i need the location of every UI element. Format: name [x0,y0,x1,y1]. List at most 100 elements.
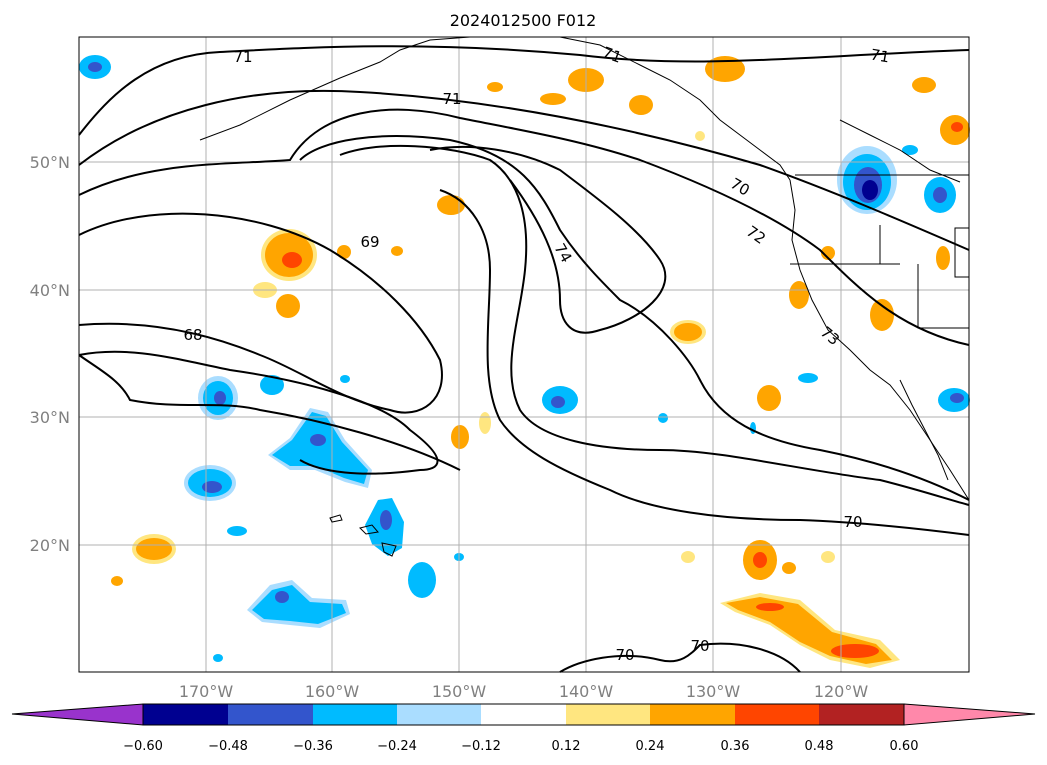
negative-anomaly-patch [902,145,918,155]
positive-anomaly-patch [821,246,835,260]
contour-line [559,642,801,673]
lon-label: 150°W [432,682,487,701]
positive-anomaly-patch [756,603,784,611]
contour-label: 68 [183,326,202,344]
lat-label: 50°N [30,153,70,172]
positive-anomaly-patch [487,82,503,92]
positive-anomaly-patch [629,95,653,115]
colorbar-segment [228,704,313,725]
positive-anomaly-patch [951,122,963,132]
colorbar-tick-label: 0.12 [552,739,581,754]
colorbar: −0.60 −0.48 −0.36 −0.24 −0.12 0.12 0.24 … [11,703,1036,754]
negative-anomaly-patch [252,585,346,624]
negative-anomaly-patch [340,375,350,383]
positive-anomaly-patch [782,562,796,574]
colorbar-segment [143,704,228,725]
hawaii-island [359,524,379,535]
negative-anomaly-patch [798,373,818,383]
colorbar-tick-label: −0.24 [377,739,417,754]
colorbar-segment [397,704,481,725]
colorbar-frame [142,703,905,726]
colorbar-segment [313,704,397,725]
contour-label: 70 [843,513,862,531]
lon-label: 130°W [686,682,741,701]
state-border [839,119,961,183]
alaska-panhandle-coastline [559,36,791,181]
negative-anomaly-patch [380,510,392,530]
contour-label: 71 [233,48,252,66]
negative-anomaly-patch [88,62,102,72]
contour-line [429,145,667,334]
negative-anomaly-patch [933,187,947,203]
colorbar-extend-high [903,703,1036,726]
contour-label: 71 [600,43,624,66]
negative-anomaly-patch [862,180,878,200]
positive-anomaly-patch [705,56,745,82]
lat-label: 20°N [30,536,70,555]
lat-label: 40°N [30,281,70,300]
colorbar-tick-label: −0.60 [123,739,163,754]
anomaly-shading [79,55,970,668]
lon-label: 140°W [559,682,614,701]
colorbar-tick-label: 0.48 [805,739,834,754]
negative-anomaly-patch [260,375,284,395]
negative-anomaly-patch [310,434,326,446]
contour-line [78,212,443,414]
negative-anomaly-patch [213,654,223,662]
hawaii-island [329,514,343,523]
graticule [79,37,969,672]
negative-anomaly-patch [214,391,226,405]
negative-anomaly-patch [950,393,964,403]
contour-line [78,350,439,475]
positive-anomaly-patch [337,245,351,259]
positive-anomaly-patch [111,576,123,586]
contour-line [78,108,970,346]
baja-california [899,379,949,481]
positive-anomaly-patch [437,195,465,215]
positive-anomaly-patch [695,131,705,141]
lon-label: 120°W [814,682,869,701]
contour-line [439,189,970,536]
positive-anomaly-patch [681,551,695,563]
contour-label: 71 [442,90,461,108]
negative-anomaly-patch [202,481,222,493]
colorbar-segment [735,704,819,725]
contour-label: 70 [615,646,634,664]
lat-label: 30°N [30,408,70,427]
colorbar-tick-label: 0.60 [890,739,919,754]
colorbar-tick-label: 0.24 [636,739,665,754]
longitude-labels: 170°W 160°W 150°W 140°W 130°W 120°W [179,682,869,701]
colorbar-segment [481,704,566,725]
alaska-coastline [199,36,471,141]
negative-anomaly-patch [272,412,368,484]
colorbar-tick-label: −0.48 [208,739,248,754]
positive-anomaly-patch [912,77,936,93]
colorbar-tick-label: −0.36 [293,739,333,754]
positive-anomaly-patch [821,551,835,563]
hawaii-island [381,542,397,557]
lon-label: 160°W [305,682,360,701]
contour-lines [78,45,970,673]
negative-anomaly-patch [658,413,668,423]
contour-line [78,89,970,251]
contour-line [339,144,970,506]
negative-anomaly-patch [408,562,436,598]
positive-anomaly-patch [674,323,702,341]
contour-label: 69 [360,233,379,251]
contour-line [299,135,970,501]
latitude-labels: 50°N 40°N 30°N 20°N [30,153,70,555]
contour-line [78,45,970,136]
positive-anomaly-patch [451,425,469,449]
colorbar-segment [566,704,650,725]
positive-anomaly-patch [789,281,809,309]
positive-anomaly-patch [831,644,879,658]
negative-anomaly-patch [227,526,247,536]
positive-anomaly-patch [540,93,566,105]
negative-anomaly-patch [275,591,289,603]
colorbar-extend-low [11,703,144,726]
colorbar-segment [650,704,735,725]
positive-anomaly-patch [757,385,781,411]
positive-anomaly-patch [136,538,172,560]
contour-line [78,354,461,471]
